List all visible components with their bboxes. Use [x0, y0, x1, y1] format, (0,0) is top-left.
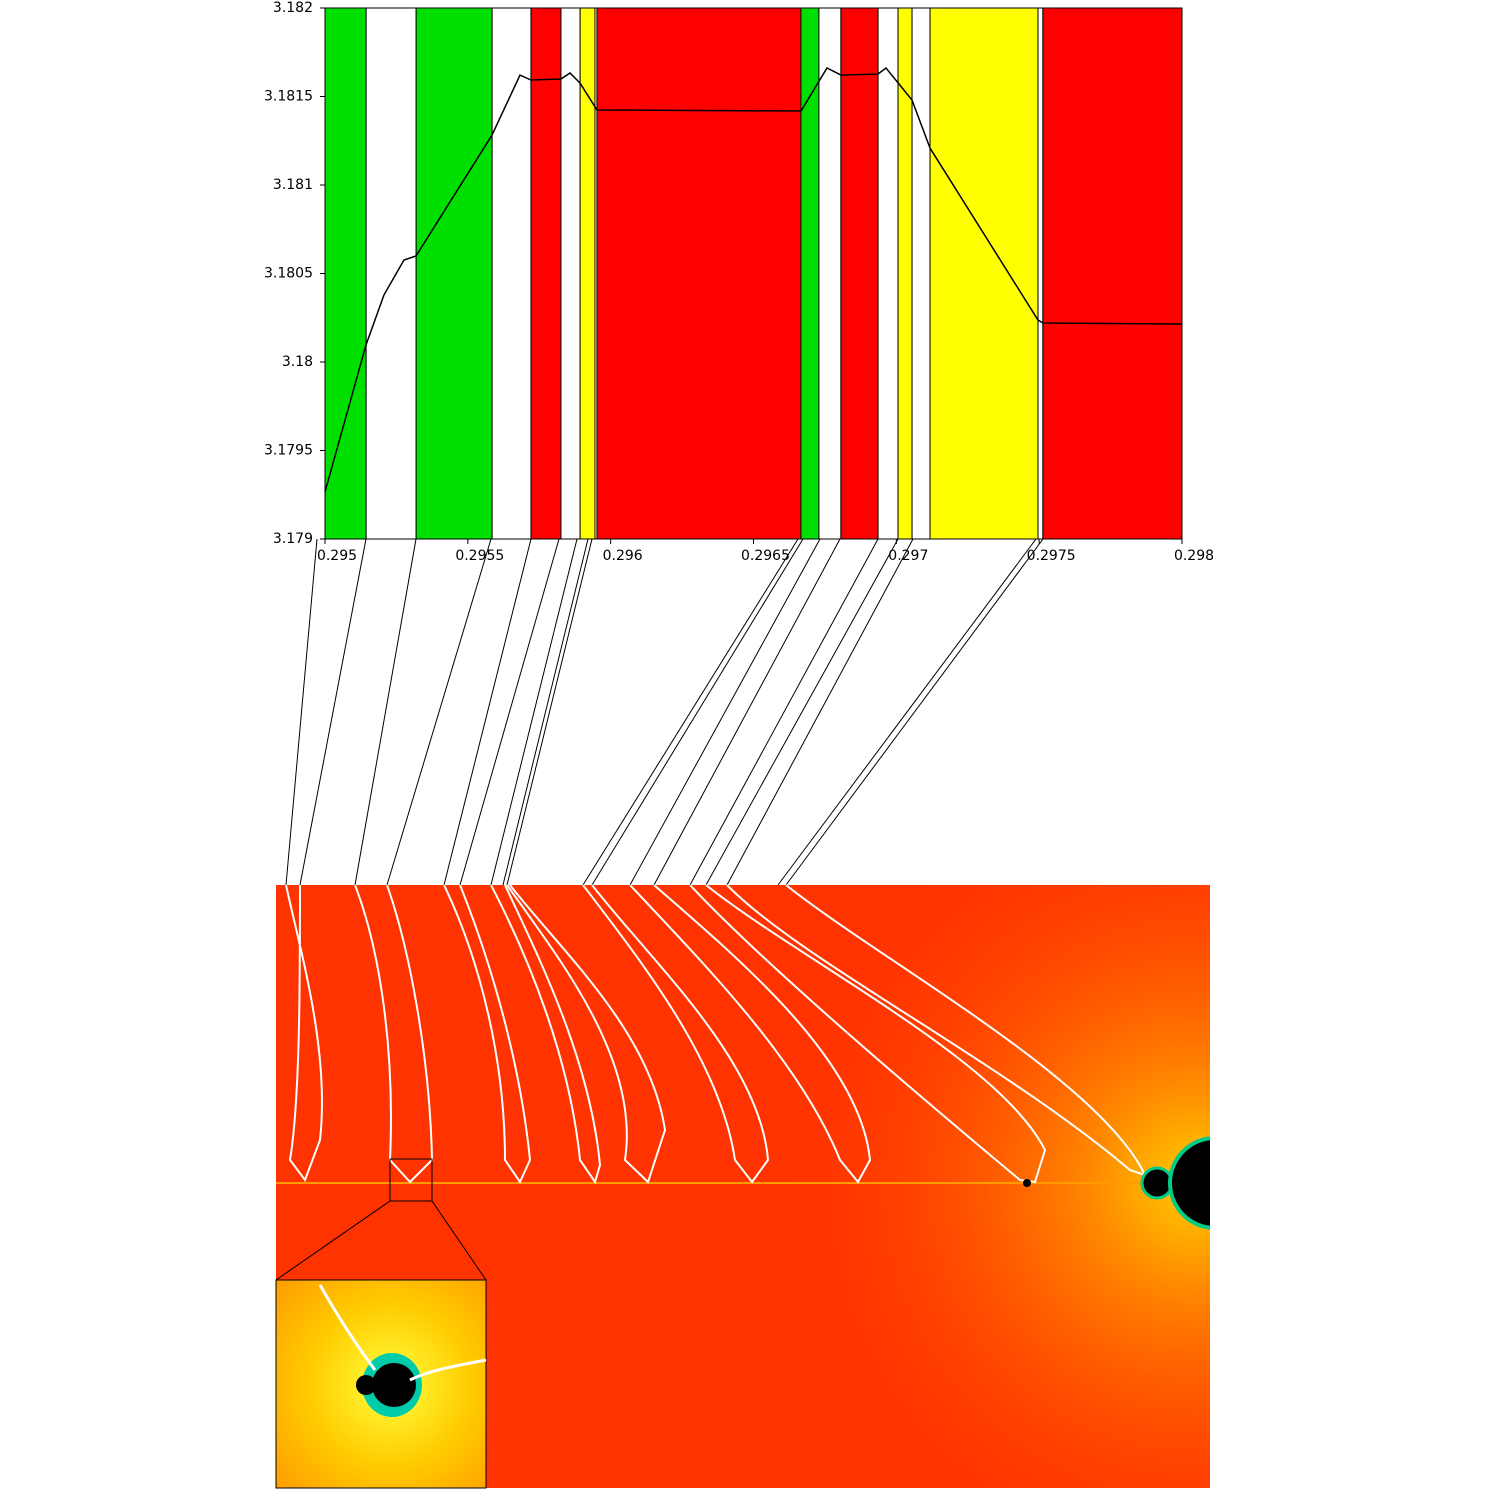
band [818, 7, 842, 540]
y-tick-label: 3.182 [273, 0, 313, 16]
plot: 3.179 3.1795 3.18 3.1805 3.181 3.1815 3.182 0.2… [264, 0, 1214, 564]
band [491, 7, 532, 540]
x-tick-label: 0.297 [888, 548, 928, 564]
band [415, 7, 493, 540]
band [530, 7, 562, 540]
fractal-image [275, 884, 1500, 1489]
x-tick-label: 0.2955 [455, 548, 504, 564]
y-tick-label: 3.179 [273, 531, 313, 547]
y-tick-label: 3.1805 [264, 266, 313, 282]
y-tick-label: 3.18 [282, 354, 313, 370]
x-tick-label: 0.296 [603, 548, 643, 564]
x-tick-label: 0.2975 [1027, 548, 1076, 564]
x-tick-label: 0.2965 [741, 548, 790, 564]
band [365, 7, 417, 540]
band [929, 7, 1039, 540]
band [911, 7, 931, 540]
y-tick-label: 3.1795 [264, 443, 313, 459]
data-line [324, 66, 1183, 493]
band [897, 7, 913, 540]
y-tick-label: 3.181 [273, 177, 313, 193]
band [596, 7, 802, 540]
band [877, 7, 899, 540]
band [1037, 7, 1044, 540]
x-tick-label: 0.295 [317, 548, 357, 564]
connectors [285, 538, 1044, 886]
band [324, 7, 367, 540]
x-tick-label: 0.298 [1174, 548, 1214, 564]
band [560, 7, 581, 540]
band [840, 7, 879, 540]
y-tick-label: 3.1815 [264, 89, 313, 105]
band [800, 7, 820, 540]
band [1042, 7, 1183, 540]
